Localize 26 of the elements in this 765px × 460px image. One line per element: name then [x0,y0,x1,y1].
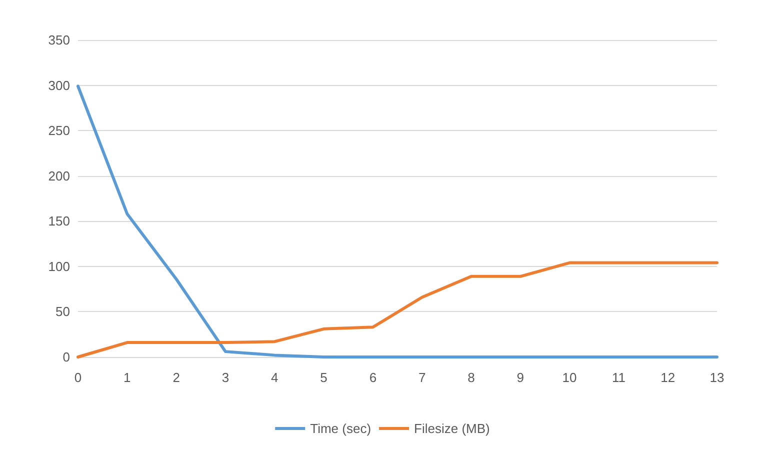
x-tick-label: 7 [418,370,426,385]
y-tick-label: 150 [48,214,70,229]
line-series [76,84,718,358]
y-tick-label: 350 [48,32,70,48]
y-tick-label: 250 [48,123,70,138]
x-tick-label: 4 [271,370,278,385]
x-tick-label: 3 [222,370,230,385]
x-tick-label: 11 [612,370,626,385]
x-tick-label: 10 [562,370,577,385]
y-tick-label: 100 [48,258,70,274]
y-tick-label: 300 [48,78,70,93]
x-tick-label: 5 [320,370,328,385]
legend-label: Filesize (MB) [414,421,490,436]
x-tick-label: 1 [124,370,131,385]
x-tick-label: 12 [660,370,676,385]
x-tick-label: 2 [172,370,180,385]
x-tick-label: 9 [516,370,524,385]
line-series [76,261,718,358]
y-tick-label: 200 [48,168,70,184]
y-tick-label: 50 [56,304,70,320]
x-tick-label: 6 [369,370,377,385]
x-tick-label: 13 [710,370,724,385]
x-tick-label: 8 [468,370,475,385]
y-tick-label: 0 [62,350,70,364]
x-tick-label: 0 [74,370,82,385]
legend-label: Time (sec) [310,421,372,436]
